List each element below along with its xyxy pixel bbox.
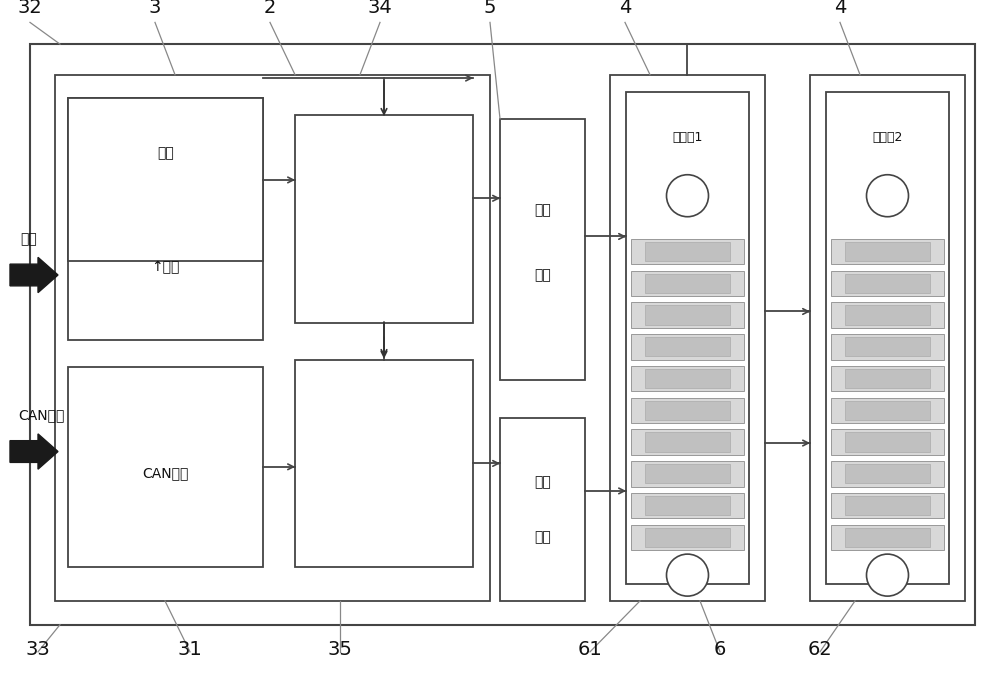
Bar bbox=[845, 464, 930, 483]
Text: 2: 2 bbox=[264, 0, 276, 17]
Text: 33: 33 bbox=[26, 640, 50, 659]
FancyArrow shape bbox=[10, 257, 58, 293]
Bar bbox=[826, 92, 949, 584]
Circle shape bbox=[866, 554, 908, 596]
Bar bbox=[810, 75, 965, 601]
Text: 4: 4 bbox=[619, 0, 631, 17]
Bar bbox=[845, 528, 930, 547]
Text: 34: 34 bbox=[368, 0, 392, 17]
Bar bbox=[68, 367, 263, 567]
Text: 驱动: 驱动 bbox=[534, 203, 551, 217]
Bar bbox=[626, 92, 749, 584]
Bar bbox=[645, 433, 730, 452]
Bar bbox=[845, 337, 930, 356]
Text: 61: 61 bbox=[578, 640, 602, 659]
Bar bbox=[831, 302, 944, 328]
Text: 电源: 电源 bbox=[20, 233, 37, 246]
Bar bbox=[845, 306, 930, 325]
Bar bbox=[831, 366, 944, 391]
Bar bbox=[845, 242, 930, 261]
Bar bbox=[645, 274, 730, 293]
Text: 3: 3 bbox=[149, 0, 161, 17]
Bar bbox=[631, 366, 744, 391]
Text: 选针器2: 选针器2 bbox=[872, 131, 903, 145]
Text: ↑电源: ↑电源 bbox=[151, 260, 180, 274]
Text: 信号: 信号 bbox=[534, 475, 551, 489]
Bar bbox=[295, 115, 473, 323]
Bar bbox=[500, 119, 585, 380]
Bar bbox=[55, 75, 490, 601]
Bar bbox=[631, 398, 744, 423]
Bar bbox=[631, 493, 744, 518]
Bar bbox=[645, 242, 730, 261]
Text: 32: 32 bbox=[18, 0, 42, 17]
Text: 31: 31 bbox=[178, 640, 202, 659]
Circle shape bbox=[666, 175, 708, 217]
Bar bbox=[831, 461, 944, 486]
Bar bbox=[831, 239, 944, 264]
Bar bbox=[295, 360, 473, 567]
Bar bbox=[645, 528, 730, 547]
Text: 输出: 输出 bbox=[534, 269, 551, 282]
Bar bbox=[68, 98, 263, 340]
Bar bbox=[831, 525, 944, 550]
Bar bbox=[831, 429, 944, 455]
Bar bbox=[645, 369, 730, 388]
FancyArrow shape bbox=[10, 434, 58, 469]
Bar bbox=[845, 433, 930, 452]
Text: 5: 5 bbox=[484, 0, 496, 17]
Bar bbox=[845, 274, 930, 293]
Bar bbox=[845, 401, 930, 420]
Text: 62: 62 bbox=[808, 640, 832, 659]
Bar bbox=[631, 271, 744, 296]
Text: 电源: 电源 bbox=[157, 146, 174, 160]
Text: 4: 4 bbox=[834, 0, 846, 17]
Bar bbox=[831, 271, 944, 296]
Bar bbox=[831, 493, 944, 518]
Text: 6: 6 bbox=[714, 640, 726, 659]
Bar bbox=[610, 75, 765, 601]
Bar bbox=[631, 302, 744, 328]
Bar bbox=[631, 429, 744, 455]
Circle shape bbox=[866, 175, 908, 217]
Bar bbox=[645, 401, 730, 420]
Bar bbox=[831, 398, 944, 423]
Bar bbox=[831, 334, 944, 360]
Bar bbox=[645, 496, 730, 515]
Text: 35: 35 bbox=[328, 640, 352, 659]
Text: 输入: 输入 bbox=[534, 530, 551, 544]
Bar bbox=[500, 418, 585, 601]
Circle shape bbox=[666, 554, 708, 596]
Bar bbox=[845, 369, 930, 388]
Bar bbox=[645, 464, 730, 483]
Bar bbox=[631, 525, 744, 550]
Bar bbox=[631, 334, 744, 360]
Text: CAN通讯: CAN通讯 bbox=[18, 409, 64, 422]
Bar bbox=[845, 496, 930, 515]
Bar bbox=[30, 44, 975, 625]
Bar bbox=[645, 337, 730, 356]
Bar bbox=[68, 98, 263, 261]
Bar bbox=[645, 306, 730, 325]
Text: 选针器1: 选针器1 bbox=[672, 131, 703, 145]
Bar bbox=[631, 461, 744, 486]
Text: CAN通讯: CAN通讯 bbox=[142, 466, 189, 481]
Bar bbox=[631, 239, 744, 264]
